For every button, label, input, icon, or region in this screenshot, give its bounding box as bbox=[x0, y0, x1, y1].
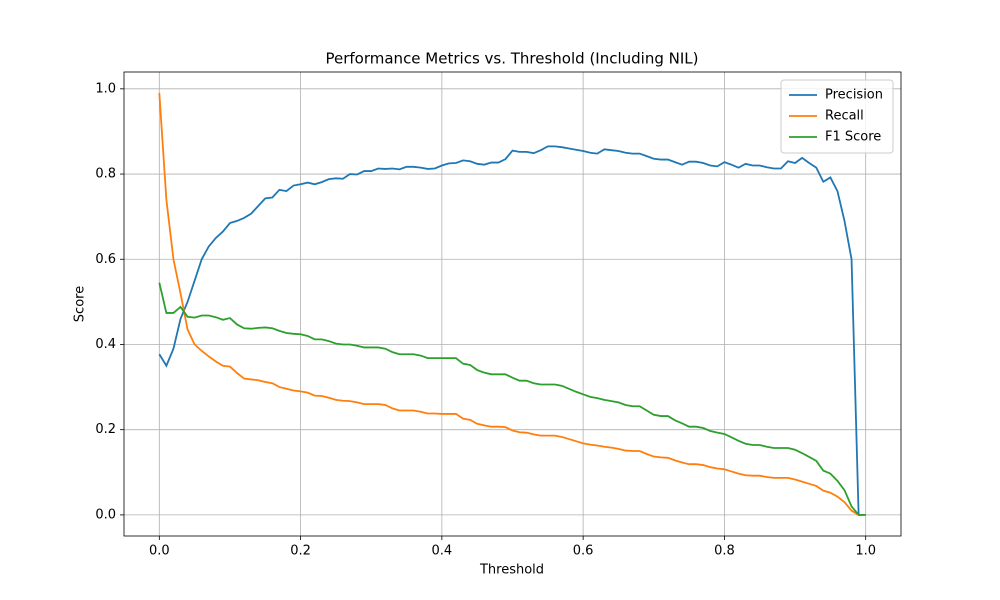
y-tick-label: 0.2 bbox=[95, 422, 116, 437]
y-tick-label: 0.0 bbox=[95, 507, 116, 522]
x-tick-label: 0.6 bbox=[573, 544, 594, 559]
y-tick-label: 1.0 bbox=[95, 81, 116, 96]
legend-box bbox=[780, 79, 894, 154]
plot-frame bbox=[123, 71, 902, 537]
x-tick-label: 0.4 bbox=[432, 544, 453, 559]
x-tick-label: 0.0 bbox=[149, 544, 170, 559]
x-tick-label: 1.0 bbox=[855, 544, 876, 559]
legend-label: Precision bbox=[825, 88, 883, 103]
y-tick-label: 0.8 bbox=[95, 167, 116, 182]
legend-label: F1 Score bbox=[825, 130, 881, 145]
chart-title: Performance Metrics vs. Threshold (Inclu… bbox=[325, 50, 698, 68]
line-series bbox=[158, 145, 866, 516]
y-tick-label: 0.4 bbox=[95, 337, 116, 352]
y-axis-label: Score bbox=[73, 286, 88, 322]
legend-label: Recall bbox=[825, 109, 864, 124]
x-tick-label: 0.2 bbox=[290, 544, 311, 559]
x-axis-label: Threshold bbox=[479, 563, 544, 578]
y-tick-label: 0.6 bbox=[95, 252, 116, 267]
line-series bbox=[158, 93, 866, 516]
x-tick-label: 0.8 bbox=[714, 544, 735, 559]
line-series bbox=[158, 282, 866, 516]
